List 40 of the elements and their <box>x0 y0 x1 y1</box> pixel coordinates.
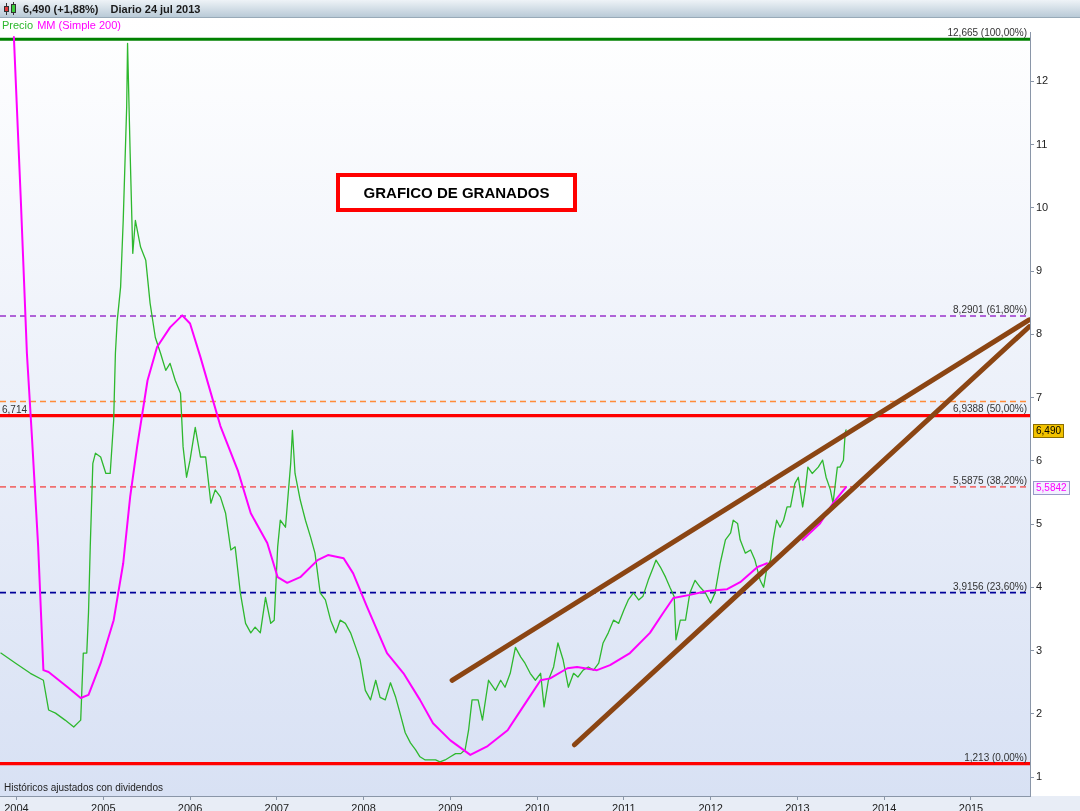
x-tick-label: 2013 <box>785 801 810 811</box>
y-tick-label: 3 <box>1036 643 1043 656</box>
y-tick-label: 7 <box>1036 390 1043 403</box>
y-tick-label: 5 <box>1036 517 1043 530</box>
x-tick-label: 2012 <box>698 801 723 811</box>
text: Precio <box>2 19 34 31</box>
x-tick-label: 2006 <box>177 801 203 811</box>
y-tick-label: 1 <box>1036 770 1043 783</box>
x-tick-label: 2015 <box>958 801 984 811</box>
x-tick-label: 2008 <box>351 801 376 811</box>
y-tick-label: 10 <box>1036 200 1049 213</box>
ref-line-label: 12,665 (100,00%) <box>947 27 1027 39</box>
y-tick-label: 8 <box>1036 327 1043 340</box>
annotation: 6,9388 (50,00%) <box>953 403 1027 415</box>
x-tick-label: 2005 <box>91 801 116 811</box>
chart-subtitle: Diario 24 jul 2013 <box>110 2 201 15</box>
ref-line-label: 6,714 <box>2 403 28 415</box>
y-tick-label: 4 <box>1036 580 1043 593</box>
chart-title: 6,490 (+1,88%) <box>23 2 99 15</box>
text: 6,490 <box>1036 425 1062 436</box>
text: 5,5842 <box>1036 482 1067 493</box>
x-tick-label: 2004 <box>4 801 29 811</box>
annotation: 3,9156 (23,60%) <box>953 580 1027 592</box>
annotation: 8,2901 (61,80%) <box>953 303 1027 315</box>
y-tick-label: 2 <box>1036 706 1043 719</box>
text-frame: GRAFICO DE GRANADOS <box>336 173 577 212</box>
y-tick-label: 6 <box>1036 453 1043 466</box>
text: MM (Simple 200) <box>37 19 121 31</box>
x-tick-label: 2010 <box>524 801 550 811</box>
annotation: 5,5875 (38,20%) <box>953 474 1027 486</box>
y-tick-label: 9 <box>1036 264 1043 277</box>
annotation: Históricos ajustados con dividendos <box>4 782 163 793</box>
x-tick-label: 2007 <box>264 801 290 811</box>
ref-line-label: 1,213 (0,00%) <box>964 751 1027 763</box>
x-tick-label: 2009 <box>438 801 463 811</box>
x-tick-label: 2014 <box>871 801 897 811</box>
x-tick-label: 2011 <box>612 801 636 811</box>
annotation: GRAFICO DE GRANADOS <box>363 184 550 201</box>
y-tick-label: 11 <box>1036 137 1048 150</box>
y-tick-label: 12 <box>1036 74 1049 87</box>
